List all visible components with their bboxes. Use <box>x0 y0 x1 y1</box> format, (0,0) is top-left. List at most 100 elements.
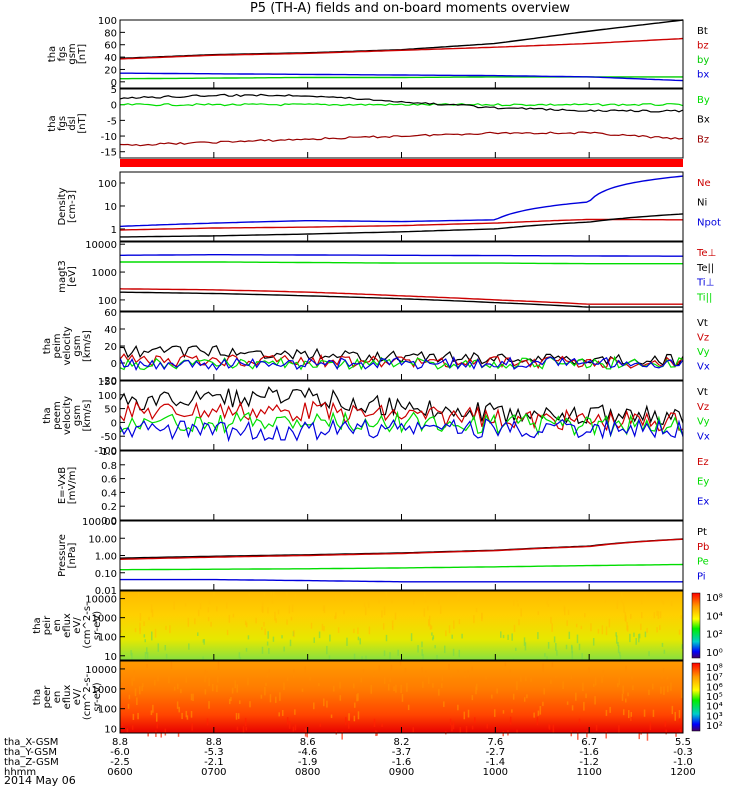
y-tick-label: 10.00 <box>88 534 117 545</box>
spectrogram-texture <box>181 712 183 720</box>
series-line-3 <box>120 72 684 82</box>
spectrogram-texture <box>513 624 516 633</box>
ylabel-line: peir <box>42 615 53 635</box>
spectrogram-texture <box>204 669 206 678</box>
spectrogram-texture <box>286 677 289 681</box>
y-tick-label: 60 <box>104 308 117 319</box>
spectrogram-texture <box>339 681 341 689</box>
spectrogram-texture <box>511 633 513 641</box>
spectrogram-texture <box>177 683 179 689</box>
colorbar <box>691 592 701 659</box>
panel-efield: E=-VxB [mV/m] 1.0 0.8 0.6 0.4 0.2 0.0 Ez Ey Ex <box>57 447 709 527</box>
spectrogram-texture <box>292 670 295 678</box>
spectrogram-texture <box>565 644 568 650</box>
spectrogram-texture <box>493 709 496 717</box>
series-line-3 <box>120 261 683 265</box>
spectrogram-texture <box>471 666 473 671</box>
spectrogram-texture <box>139 613 142 621</box>
spectrogram-texture <box>553 636 556 643</box>
spectrogram-texture <box>197 609 200 617</box>
spectrogram-texture <box>666 676 669 680</box>
spectrogram-texture <box>180 688 182 694</box>
y-tick-label: 100 <box>98 296 117 307</box>
spectrogram-texture <box>146 647 148 655</box>
spectrogram-texture <box>461 633 463 639</box>
legend-label: Ti|| <box>696 292 712 303</box>
spectrogram-texture <box>337 627 340 633</box>
spectrogram-texture <box>383 606 386 616</box>
spectrogram-texture <box>520 608 522 617</box>
panel-frame <box>119 88 684 159</box>
spectrogram-texture <box>237 713 240 719</box>
spectrogram-texture <box>286 592 288 597</box>
spectrogram-texture <box>401 694 404 702</box>
legend-label: By <box>697 95 710 106</box>
spectrogram-texture <box>130 650 132 656</box>
legend-label: bx <box>697 70 709 81</box>
panel-peem-velocity: tha peem velocity gsm [km/s] 150 100 50 0 -50 -100… <box>42 377 710 457</box>
spectrogram-texture <box>661 597 663 603</box>
ylabel-line: [nPa] <box>67 542 78 568</box>
spectrogram-texture <box>275 618 277 623</box>
spectrogram-texture <box>617 645 620 654</box>
spectrogram-texture <box>190 710 193 718</box>
spectrogram-texture <box>157 673 159 682</box>
spectrogram-texture <box>424 598 427 603</box>
series-line-1 <box>119 400 684 432</box>
spectrogram-texture <box>148 616 150 621</box>
ylabel-line: [nT] <box>77 44 88 64</box>
spectrogram-texture <box>578 718 581 724</box>
spectrogram-texture <box>666 595 668 600</box>
spectrogram-texture <box>378 595 380 604</box>
spectrogram-texture <box>255 617 257 624</box>
spectrogram-texture <box>318 631 321 639</box>
xaxis-value: -4.6 <box>298 747 318 758</box>
spectrogram-texture <box>638 633 641 639</box>
xaxis-value: 7.6 <box>487 737 503 748</box>
x-axis-annotation: tha_X-GSM 8.8 8.8 8.6 8.2 7.6 6.7 5.5 tha_Y-GSM -… <box>4 737 696 778</box>
spectrogram-texture <box>646 732 649 741</box>
spectrogram-texture <box>421 641 423 648</box>
spectrogram-texture <box>635 638 637 645</box>
y-tick-label: 0.10 <box>95 569 117 580</box>
xaxis-value: 1100 <box>576 767 601 778</box>
spectrogram-texture <box>571 705 574 711</box>
spectrogram-texture <box>157 643 160 652</box>
spectrogram-texture <box>186 715 189 720</box>
spectrogram-texture <box>318 682 320 687</box>
xaxis-value: 6.7 <box>581 737 597 748</box>
spectrogram-texture <box>208 677 210 686</box>
ylabel-line: [km/s] <box>82 330 93 362</box>
xaxis-value: 0700 <box>201 767 226 778</box>
spectrogram-texture <box>556 650 558 656</box>
legend-label: by <box>697 55 709 66</box>
series-line-3 <box>119 355 684 371</box>
spectrogram-texture <box>202 639 205 643</box>
y-tick-label: 0.01 <box>95 586 117 597</box>
y-tick-label: -50 <box>101 432 117 443</box>
spectrogram-texture <box>306 730 308 738</box>
spectrogram-texture <box>203 638 205 645</box>
xaxis-value: -0.3 <box>673 747 693 758</box>
colorbar-tick-label: 10⁶ <box>706 682 723 693</box>
spectrogram-texture <box>646 627 648 633</box>
spectrogram-texture <box>177 732 180 737</box>
spectrogram-texture <box>345 717 347 725</box>
spectrogram-texture <box>595 724 598 731</box>
spectrogram-texture <box>264 628 266 635</box>
spectrogram-texture <box>141 685 143 691</box>
xaxis-value: 5.5 <box>675 737 691 748</box>
xaxis-value: -2.7 <box>486 747 506 758</box>
spectrogram-texture <box>423 608 426 617</box>
spectrogram-texture <box>516 681 518 690</box>
xaxis-value: 8.8 <box>112 737 128 748</box>
spectrogram-texture <box>524 642 527 651</box>
series-line-2 <box>119 410 684 438</box>
spectrogram-texture <box>431 632 433 636</box>
y-tick-label: 0 <box>111 101 117 112</box>
panel-peim-velocity: tha peim velocity gsm [km/s] 60 40 20 0 -20 Vt Vz Vy… <box>42 308 710 387</box>
spectrogram-texture <box>242 726 245 733</box>
spectrogram-texture <box>131 678 133 686</box>
spectrogram-texture <box>551 623 553 632</box>
spectrogram-texture <box>137 712 139 720</box>
